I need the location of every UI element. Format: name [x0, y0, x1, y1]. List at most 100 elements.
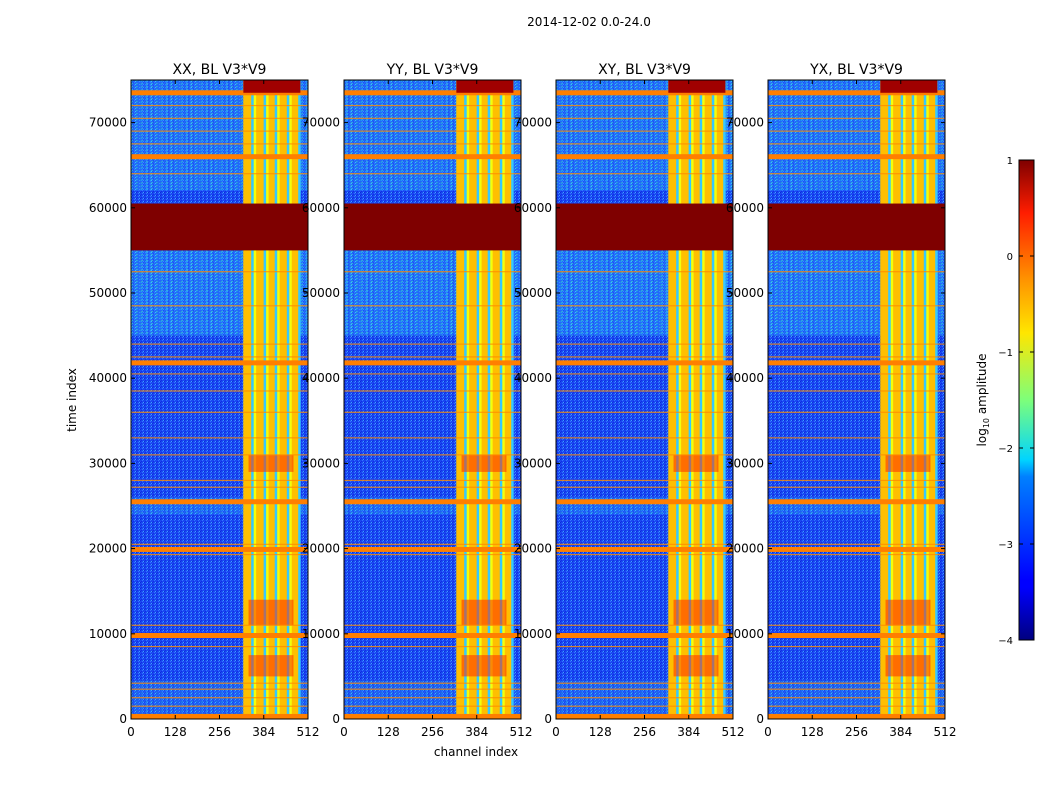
row-line [344, 356, 521, 358]
y-tick-label: 10000 [726, 627, 764, 641]
row-line [768, 173, 945, 175]
row-line [131, 356, 308, 358]
x-tick-label: 128 [801, 725, 824, 739]
bright-row [131, 360, 308, 366]
channel-stripe [481, 80, 490, 719]
row-line [556, 479, 733, 482]
bright-row [768, 154, 945, 160]
channel-stripe [291, 80, 300, 719]
row-line [556, 373, 733, 375]
x-tick-label: 0 [127, 725, 135, 739]
row-line [556, 645, 733, 648]
panel: XY, BL V3*V9 0 128 256 384 512 0 10000 20000 3000… [514, 62, 745, 739]
bright-row [344, 499, 521, 505]
channel-gap [251, 80, 254, 719]
row-line [768, 624, 945, 626]
y-tick-label: 0 [756, 712, 764, 726]
channel-gap [274, 80, 278, 719]
x-tick-label: 256 [845, 725, 868, 739]
channel-stripe [668, 80, 678, 719]
row-line [344, 454, 521, 456]
y-tick-label: 10000 [514, 627, 552, 641]
channel-gap [298, 80, 301, 719]
y-tick-label: 70000 [302, 116, 340, 130]
channel-gap [263, 80, 267, 719]
row-line [768, 356, 945, 358]
figure-suptitle: 2014-12-02 0.0-24.0 [527, 15, 651, 29]
row-line [344, 143, 521, 145]
row-line [556, 486, 733, 488]
y-tick-label: 10000 [89, 627, 127, 641]
row-line [131, 271, 308, 273]
channel-stripe [905, 80, 914, 719]
panel-image [131, 80, 308, 719]
colorbar-label-rest: amplitude [975, 354, 989, 418]
row-line [768, 688, 945, 690]
channel-stripe [256, 80, 266, 719]
channel-stripe [928, 80, 937, 719]
colorbar-tick-label: −4 [998, 636, 1013, 647]
top-red-cells [243, 80, 301, 93]
panel-image [768, 80, 945, 719]
x-tick-label: 384 [252, 725, 275, 739]
y-tick-label: 40000 [726, 371, 764, 385]
channel-gap [487, 80, 491, 719]
channel-stripe [279, 80, 289, 719]
channel-gap [888, 80, 891, 719]
bright-row [344, 546, 521, 552]
y-tick-label: 40000 [514, 371, 552, 385]
channel-stripe [893, 80, 903, 719]
row-line [556, 682, 733, 684]
row-line [131, 173, 308, 175]
panel: YY, BL V3*V9 0 128 256 384 512 0 10000 20000 3000… [302, 62, 533, 739]
y-tick-label: 20000 [726, 542, 764, 556]
row-line [556, 271, 733, 273]
red-patch [461, 454, 507, 472]
colorbar-label-sub: 10 [982, 418, 991, 428]
row-line [131, 437, 308, 439]
y-tick-label: 70000 [514, 116, 552, 130]
channel-stripe [916, 80, 926, 719]
x-tick-label: 0 [552, 725, 560, 739]
x-tick-label: 512 [722, 725, 745, 739]
channel-gap [699, 80, 703, 719]
panel: YX, BL V3*V9 0 128 256 384 512 0 10000 20000 3000… [726, 62, 957, 739]
red-patch [248, 454, 294, 472]
row-line [131, 624, 308, 626]
channel-stripe [492, 80, 502, 719]
row-line [556, 305, 733, 307]
row-line [556, 454, 733, 456]
y-tick-label: 30000 [726, 456, 764, 470]
x-tick-label: 512 [934, 725, 957, 739]
bright-row [556, 499, 733, 505]
channel-gap [723, 80, 726, 719]
channel-stripe [704, 80, 714, 719]
row-line [131, 454, 308, 456]
channel-stripe [469, 80, 479, 719]
row-line [768, 705, 945, 707]
row-line [556, 143, 733, 145]
colorbar-tick-label: −1 [998, 348, 1013, 359]
y-tick-label: 70000 [89, 116, 127, 130]
x-tick-label: 512 [510, 725, 533, 739]
colorbar-ticks: 1 0 −1 −2 −3 −4 [998, 156, 1034, 647]
row-line [131, 117, 308, 119]
y-tick-label: 70000 [726, 116, 764, 130]
channel-gap [676, 80, 679, 719]
row-line [131, 143, 308, 145]
bright-row [131, 633, 308, 639]
row-line [131, 130, 308, 132]
row-line [344, 104, 521, 107]
row-line [344, 543, 521, 545]
row-line [556, 117, 733, 119]
row-line [556, 688, 733, 690]
row-line [131, 688, 308, 690]
channel-gap [511, 80, 514, 719]
row-line [344, 553, 521, 556]
y-tick-label: 60000 [726, 201, 764, 215]
row-line [131, 682, 308, 684]
red-patch [673, 655, 719, 677]
row-line [344, 486, 521, 488]
y-tick-label: 50000 [514, 286, 552, 300]
saturated-block [556, 203, 733, 251]
